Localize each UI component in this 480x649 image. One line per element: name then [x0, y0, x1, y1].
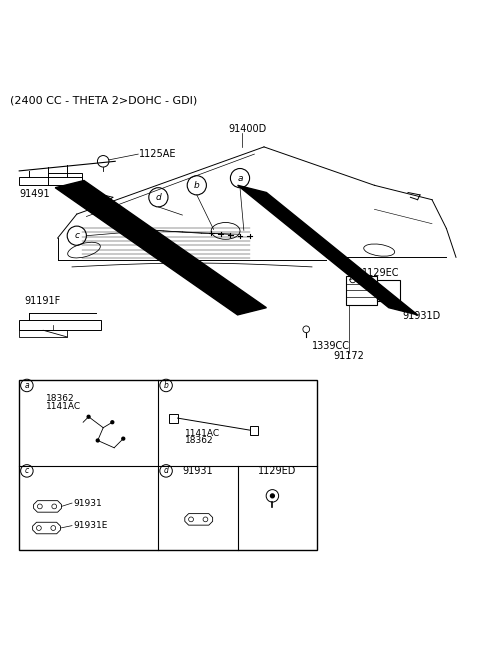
Text: d: d [164, 467, 168, 476]
Circle shape [111, 421, 114, 424]
Text: 91931D: 91931D [402, 311, 441, 321]
Text: b: b [194, 181, 200, 190]
Polygon shape [238, 186, 418, 315]
Text: 18362: 18362 [185, 436, 214, 445]
Bar [19, 330, 67, 337]
Text: 1141AC: 1141AC [185, 428, 220, 437]
Text: d: d [156, 193, 161, 202]
Text: 91400D: 91400D [228, 124, 266, 134]
Bar [346, 276, 377, 305]
Text: a: a [24, 381, 29, 390]
Circle shape [87, 415, 90, 418]
Text: 91931: 91931 [183, 466, 213, 476]
Text: (2400 CC - THETA 2>DOHC - GDI): (2400 CC - THETA 2>DOHC - GDI) [10, 95, 197, 105]
Text: 91191F: 91191F [24, 297, 60, 306]
Text: 1125AE: 1125AE [139, 149, 177, 159]
Bar [19, 177, 82, 186]
Text: 1141AC: 1141AC [46, 402, 81, 411]
Bar [169, 414, 178, 423]
Circle shape [122, 437, 125, 440]
Text: c: c [25, 467, 29, 476]
Text: 91172: 91172 [334, 350, 364, 361]
Text: c: c [74, 231, 79, 240]
Text: b: b [164, 381, 168, 390]
Text: 91931: 91931 [73, 498, 102, 508]
Bar [377, 280, 400, 301]
Text: 1129ED: 1129ED [258, 466, 296, 476]
Polygon shape [55, 180, 266, 315]
Text: 91931E: 91931E [73, 521, 108, 530]
Bar [19, 320, 101, 330]
Text: a: a [237, 173, 243, 182]
Text: 91491: 91491 [19, 189, 50, 199]
Bar [19, 380, 317, 550]
Bar [48, 173, 82, 186]
Circle shape [96, 439, 99, 442]
Circle shape [270, 494, 275, 498]
Text: 1129EC: 1129EC [362, 268, 400, 278]
Text: 18362: 18362 [46, 394, 74, 403]
Text: 1339CC: 1339CC [312, 341, 350, 351]
Bar [250, 426, 258, 435]
